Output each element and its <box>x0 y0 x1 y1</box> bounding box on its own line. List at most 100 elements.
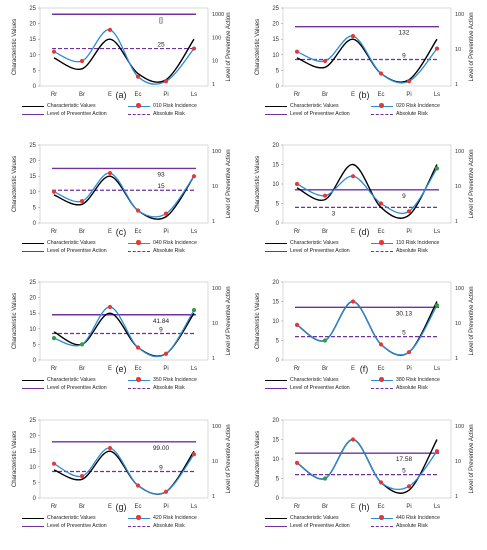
y2-tick-label: 100 <box>212 424 221 430</box>
legend-label: Characteristic Values <box>47 377 96 383</box>
y-tick-label: 10 <box>29 190 36 196</box>
y-axis-label: Characteristic Values <box>12 293 18 349</box>
x-tick-label: E <box>351 92 355 98</box>
y-tick-label: 20 <box>272 418 279 424</box>
y-tick-label: 20 <box>272 280 279 286</box>
x-tick-label: Rr <box>51 92 57 98</box>
y2-tick-label: 10 <box>455 459 461 465</box>
y2-tick-label: 1 <box>212 82 215 88</box>
legend-item-characteristic: Characteristic Values <box>22 515 96 521</box>
x-tick-label: Pi <box>406 92 411 98</box>
chart-panel-4: 0 5 10 15 20 1 10 100 Characteristic Values Level… <box>243 137 486 274</box>
y-tick-label: 5 <box>33 342 37 348</box>
legend-item-absolute: Absolute Risk <box>128 385 185 391</box>
risk-point <box>79 474 85 479</box>
legend-item-absolute: Absolute Risk <box>128 523 185 529</box>
subplot-label: (e) <box>115 364 127 374</box>
legend-swatch <box>371 525 393 527</box>
plot-frame <box>39 419 209 499</box>
x-tick-label: Br <box>79 366 85 372</box>
y-axis-label: Characteristic Values <box>255 293 261 349</box>
absolute-risk-value: 25 <box>157 42 165 49</box>
legend-swatch <box>128 387 150 389</box>
y2-tick-label: 100 <box>455 149 464 155</box>
preventive-action-value: 9 <box>402 193 406 200</box>
legend-label: Level of Preventive Action <box>290 248 350 254</box>
legend-label: Characteristic Values <box>290 377 339 383</box>
risk-point <box>51 189 57 194</box>
x-tick-label: E <box>108 229 112 235</box>
risk-point <box>406 350 412 355</box>
risk-point <box>135 74 141 79</box>
legend-label: Absolute Risk <box>396 385 428 391</box>
legend-item-risk: 020 Risk Incidence <box>371 103 440 109</box>
legend-swatch <box>128 515 150 520</box>
risk-point <box>163 211 169 216</box>
x-tick-label: Ec <box>377 504 384 510</box>
x-tick-label: E <box>108 92 112 98</box>
legend-label: 010 Risk Incidence <box>153 103 197 109</box>
legend-item-risk: 110 Risk Incidence <box>371 240 439 246</box>
legend-label: Characteristic Values <box>290 240 339 246</box>
subplot-label: (d) <box>358 227 370 237</box>
legend-item-risk: 420 Risk Incidence <box>128 515 197 521</box>
x-tick-label: Pi <box>163 92 168 98</box>
legend-label: Level of Preventive Action <box>47 523 107 529</box>
series-characteristic-values <box>53 450 195 495</box>
legend-item-preventive: Level of Preventive Action <box>22 385 107 391</box>
preventive-action-value: [] <box>159 17 163 24</box>
chart-panel-5: 0 5 10 15 20 25 1 10 100 Characteristic Values Lev… <box>0 274 243 411</box>
y-tick-label: 5 <box>33 68 37 74</box>
legend-label: 380 Risk Incidence <box>396 377 440 383</box>
x-tick-label: Ec <box>377 366 384 372</box>
x-tick-label: Rr <box>294 229 300 235</box>
y-tick-label: 20 <box>29 159 36 165</box>
legend-swatch <box>265 517 287 519</box>
series-risk-incidence <box>296 35 438 84</box>
legend-item-characteristic: Characteristic Values <box>265 377 339 383</box>
risk-point <box>406 79 412 84</box>
legend-swatch <box>371 515 393 520</box>
absolute-risk-value: 9 <box>402 52 406 59</box>
chart-legend: Characteristic Values 380 Risk Incidence L… <box>243 377 486 397</box>
chart-legend: Characteristic Values 350 Risk Incidence L… <box>0 377 243 397</box>
risk-point <box>163 351 169 356</box>
legend-swatch <box>22 525 44 527</box>
y-tick-label: 5 <box>33 205 37 211</box>
chart-panel-2: 0 5 10 15 20 25 1 10 100 Characteristic Values Lev… <box>243 0 486 137</box>
legend-item-absolute: Absolute Risk <box>128 248 185 254</box>
legend-item-absolute: Absolute Risk <box>371 523 428 529</box>
risk-point <box>322 58 328 64</box>
y2-axis-label: Level of Preventive Action <box>226 424 232 493</box>
series-characteristic-values <box>296 438 438 494</box>
legend-item-absolute: Absolute Risk <box>128 111 185 117</box>
chart-svg: 0 5 10 15 20 25 1 10 100 Characteristic Values Lev… <box>255 6 475 98</box>
legend-item-characteristic: Characteristic Values <box>265 103 339 109</box>
legend-swatch <box>22 113 44 115</box>
risk-point <box>107 27 113 32</box>
x-tick-label: Rr <box>51 504 57 510</box>
legend-swatch <box>371 113 393 115</box>
legend-item-characteristic: Characteristic Values <box>22 377 96 383</box>
series-risk-incidence <box>296 300 438 356</box>
risk-point <box>434 166 440 171</box>
risk-point <box>350 437 356 442</box>
y2-axis-label: Level of Preventive Action <box>226 286 232 355</box>
legend-item-risk: 010 Risk Incidence <box>128 103 197 109</box>
legend-label: Level of Preventive Action <box>290 111 350 117</box>
risk-point <box>294 181 300 187</box>
legend-swatch <box>128 525 150 527</box>
legend-item-characteristic: Characteristic Values <box>22 103 96 109</box>
legend-item-characteristic: Characteristic Values <box>265 515 339 521</box>
legend-label: Absolute Risk <box>153 385 185 391</box>
y2-tick-label: 10 <box>455 184 461 190</box>
legend-label: Level of Preventive Action <box>47 111 107 117</box>
absolute-risk-value: 15 <box>157 183 165 190</box>
legend-label: Absolute Risk <box>153 111 185 117</box>
y-tick-label: 0 <box>276 496 280 502</box>
y-tick-label: 20 <box>29 434 36 440</box>
y-tick-label: 15 <box>272 438 279 444</box>
legend-swatch <box>22 105 44 107</box>
y-tick-label: 0 <box>276 84 280 90</box>
risk-point <box>434 303 440 308</box>
